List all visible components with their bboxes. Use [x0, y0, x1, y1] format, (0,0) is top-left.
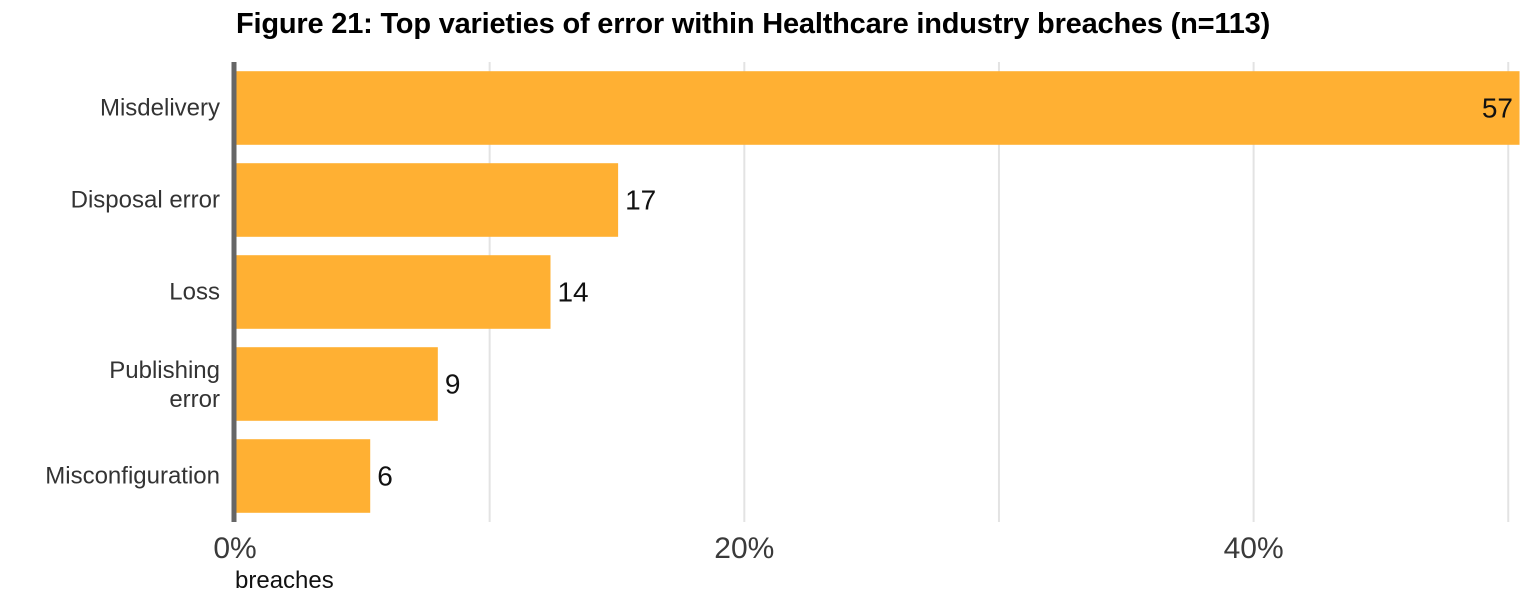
category-label: Misconfiguration	[45, 463, 220, 490]
chart-title: Figure 21: Top varieties of error within…	[236, 8, 1271, 40]
value-label: 9	[445, 369, 461, 400]
value-label: 57	[1482, 93, 1513, 124]
category-label: Publishing error	[109, 357, 220, 413]
x-tick-label: 20%	[714, 532, 774, 565]
bar-publishing-error	[235, 347, 438, 421]
x-tick-label: 0%	[213, 532, 256, 565]
value-label: 14	[557, 277, 588, 308]
bars	[235, 71, 1520, 513]
value-labels: 57 17 14 9 6	[377, 93, 1513, 492]
category-label: Loss	[169, 279, 220, 306]
bar-misdelivery	[235, 71, 1520, 145]
x-tick-labels: 0% 20% 40%	[213, 532, 1283, 565]
x-axis-title: breaches	[235, 567, 334, 594]
category-label: Disposal error	[71, 187, 220, 214]
bar-loss	[235, 255, 551, 329]
category-label: Misdelivery	[100, 95, 220, 122]
bar-disposal-error	[235, 163, 619, 237]
category-labels: Misdelivery Disposal error Loss Publishing e…	[45, 95, 220, 490]
value-label: 17	[625, 185, 656, 216]
value-label: 6	[377, 461, 393, 492]
bar-misconfiguration	[235, 439, 371, 513]
x-tick-label: 40%	[1224, 532, 1284, 565]
